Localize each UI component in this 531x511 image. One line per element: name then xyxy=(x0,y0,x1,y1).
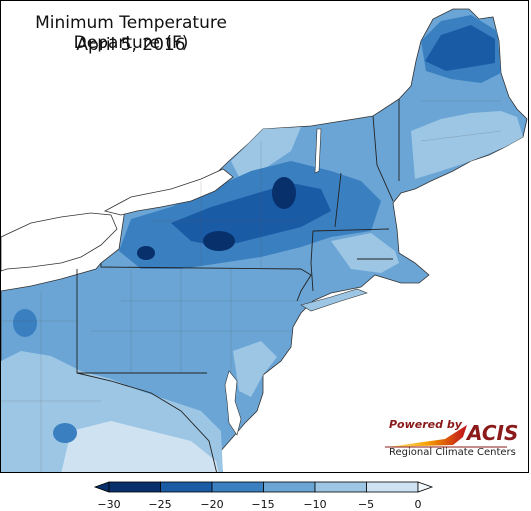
map-title: Minimum Temperature Departure (F) xyxy=(35,13,227,53)
acis-logo-swoosh xyxy=(385,425,507,448)
legend-tick: 0 xyxy=(414,498,422,511)
lake-champlain xyxy=(314,128,322,174)
legend-swatch xyxy=(366,481,419,493)
legend-tick: −30 xyxy=(97,498,121,511)
legend-arrow-high xyxy=(417,481,434,493)
long-island xyxy=(300,288,368,312)
lake-erie xyxy=(1,212,118,272)
zone-light-canada-edge xyxy=(231,127,301,181)
zone-light-maine-coast xyxy=(411,111,523,179)
legend-swatch xyxy=(263,481,316,493)
zone-colder-maine xyxy=(425,25,495,71)
zone-coldest-central-ny xyxy=(203,231,235,251)
legend-swatch xyxy=(211,481,264,493)
legend-tick: −5 xyxy=(357,498,375,511)
zone-light-coast xyxy=(233,341,277,397)
powered-by-label: Powered by xyxy=(389,418,462,431)
legend-arrow-low xyxy=(93,481,110,493)
zone-cold-wv xyxy=(53,423,77,443)
legend-tick: −10 xyxy=(303,498,327,511)
legend-tick: −20 xyxy=(200,498,224,511)
zone-coldest-western-ny xyxy=(137,246,155,260)
map-date: April 5, 2016 xyxy=(76,35,186,55)
color-legend xyxy=(93,481,434,493)
legend-swatch xyxy=(108,481,161,493)
departure-map xyxy=(1,1,528,472)
legend-swatch xyxy=(160,481,213,493)
lake-ontario xyxy=(103,168,234,216)
legend-tick: −15 xyxy=(251,498,275,511)
zone-cold-pa xyxy=(13,309,37,337)
zone-lighter-south xyxy=(61,421,219,472)
county-lines xyxy=(1,100,502,472)
chesapeake-bay xyxy=(224,370,242,436)
zone-light-vermont xyxy=(331,233,399,273)
legend-swatch xyxy=(314,481,367,493)
atlantic-ocean xyxy=(231,141,528,472)
map-frame: Minimum Temperature Departure (F) April … xyxy=(0,0,529,473)
state-borders xyxy=(76,99,400,472)
zone-coldest-adirondacks xyxy=(272,177,296,209)
regional-climate-centers-label: Regional Climate Centers xyxy=(389,447,516,458)
legend-tick: −25 xyxy=(148,498,172,511)
acis-logo-text: ACIS xyxy=(467,421,519,445)
